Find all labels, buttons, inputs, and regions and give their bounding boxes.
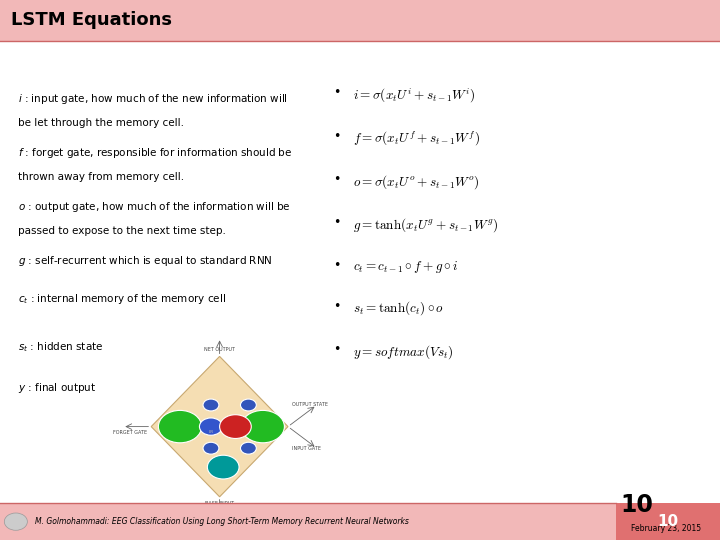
Text: LR: LR	[208, 430, 214, 434]
Text: •: •	[333, 86, 340, 99]
Text: 10: 10	[657, 514, 678, 529]
Text: $s_t = \tanh(c_t) \circ o$: $s_t = \tanh(c_t) \circ o$	[353, 300, 444, 318]
Text: OUTPUT STATE: OUTPUT STATE	[292, 402, 328, 408]
Circle shape	[4, 513, 27, 530]
Circle shape	[240, 442, 256, 454]
Circle shape	[203, 399, 219, 411]
Text: •: •	[333, 300, 340, 313]
Text: $i$ : input gate, how much of the new information will: $i$ : input gate, how much of the new in…	[18, 92, 288, 106]
Text: •: •	[333, 259, 340, 272]
Text: $o$ : output gate, how much of the information will be: $o$ : output gate, how much of the infor…	[18, 200, 291, 214]
Text: •: •	[333, 216, 340, 229]
Circle shape	[203, 442, 219, 454]
Text: $f$ : forget gate, responsible for information should be: $f$ : forget gate, responsible for infor…	[18, 146, 292, 160]
Text: BASE INPUT: BASE INPUT	[205, 501, 234, 506]
FancyBboxPatch shape	[616, 503, 720, 540]
Text: $y = softmax(Vs_t)$: $y = softmax(Vs_t)$	[353, 343, 453, 361]
Circle shape	[220, 415, 251, 438]
Text: •: •	[333, 130, 340, 143]
Text: $c_t = c_{t-1} \circ f + g \circ i$: $c_t = c_{t-1} \circ f + g \circ i$	[353, 259, 459, 275]
FancyBboxPatch shape	[0, 0, 720, 40]
Text: INPUT GATE: INPUT GATE	[292, 446, 320, 451]
Text: •: •	[333, 343, 340, 356]
Circle shape	[241, 410, 284, 443]
Text: $g = \tanh(x_t U^g + s_{t-1} W^g)$: $g = \tanh(x_t U^g + s_{t-1} W^g)$	[353, 216, 498, 234]
Text: FORGET GATE: FORGET GATE	[114, 429, 148, 435]
Text: 10: 10	[621, 494, 654, 517]
Text: $i = \sigma(x_t U^i + s_{t-1} W^i)$: $i = \sigma(x_t U^i + s_{t-1} W^i)$	[353, 86, 475, 105]
Text: LSTM Equations: LSTM Equations	[11, 11, 172, 29]
Text: M. Golmohammadi: EEG Classification Using Long Short-Term Memory Recurrent Neura: M. Golmohammadi: EEG Classification Usin…	[35, 517, 408, 526]
Text: $f = \sigma(x_t U^f + s_{t-1} W^f)$: $f = \sigma(x_t U^f + s_{t-1} W^f)$	[353, 130, 480, 148]
Text: $s_t$ : hidden state: $s_t$ : hidden state	[18, 340, 103, 354]
FancyBboxPatch shape	[0, 503, 616, 540]
Text: be let through the memory cell.: be let through the memory cell.	[18, 118, 184, 128]
Text: $g$ : self-recurrent which is equal to standard RNN: $g$ : self-recurrent which is equal to s…	[18, 254, 273, 268]
Text: $o = \sigma(x_t U^o + s_{t-1} W^o)$: $o = \sigma(x_t U^o + s_{t-1} W^o)$	[353, 173, 480, 191]
Circle shape	[207, 455, 239, 479]
Text: passed to expose to the next time step.: passed to expose to the next time step.	[18, 226, 226, 236]
Text: •: •	[333, 173, 340, 186]
Text: NET OUTPUT: NET OUTPUT	[204, 347, 235, 352]
Text: CELL: CELL	[235, 420, 248, 425]
Text: thrown away from memory cell.: thrown away from memory cell.	[18, 172, 184, 182]
Circle shape	[158, 410, 202, 443]
Text: $c_t$ : internal memory of the memory cell: $c_t$ : internal memory of the memory ce…	[18, 292, 226, 306]
Polygon shape	[151, 356, 288, 497]
Circle shape	[240, 399, 256, 411]
Text: $y$ : final output: $y$ : final output	[18, 381, 96, 395]
Circle shape	[199, 418, 222, 435]
Text: February 23, 2015: February 23, 2015	[631, 524, 701, 532]
